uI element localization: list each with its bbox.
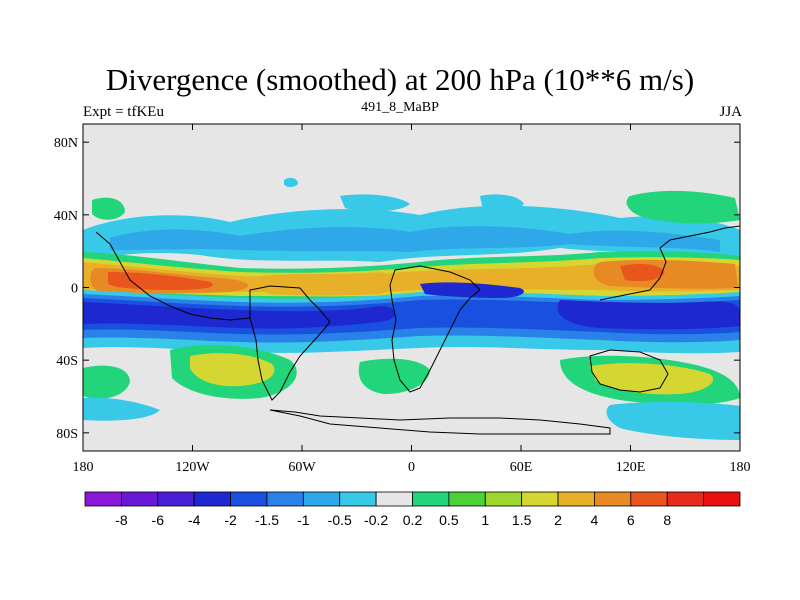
contour-red-asia xyxy=(620,264,665,282)
lat-tick-label: 40N xyxy=(54,209,78,224)
colorbar-swatch xyxy=(84,491,122,507)
colorbar-swatch xyxy=(630,491,668,507)
run-id-label: 491_8_MaBP xyxy=(361,100,439,115)
lat-tick-label: 80S xyxy=(56,427,78,442)
colorbar-swatch xyxy=(666,491,705,507)
experiment-label: Expt = tfKEu xyxy=(83,104,164,120)
colorbar-label: -2 xyxy=(224,512,237,528)
colorbar-label: 1 xyxy=(481,512,489,528)
contour-cyan-polar-2 xyxy=(83,397,160,421)
contour-orange-america xyxy=(255,272,395,296)
plot-title: Divergence (smoothed) at 200 hPa (10**6 … xyxy=(105,62,695,97)
colorbar-label: 6 xyxy=(627,512,635,528)
colorbar-swatch xyxy=(484,491,523,507)
lat-tick-label: 80N xyxy=(54,136,78,151)
colorbar-swatch xyxy=(339,491,377,507)
contour-green-sw-pacific xyxy=(83,365,130,399)
colorbar-swatch xyxy=(412,491,450,507)
season-label: JJA xyxy=(719,104,742,120)
colorbar-swatch xyxy=(157,491,195,507)
colorbar-label: -6 xyxy=(152,512,165,528)
colorbar-label: 1.5 xyxy=(512,512,532,528)
colorbar-swatch xyxy=(302,491,341,507)
coastline-central-america xyxy=(95,231,251,321)
colorbar-label: 8 xyxy=(663,512,671,528)
colorbar-swatch xyxy=(448,491,486,507)
contour-cyan-n-atlantic xyxy=(340,194,410,212)
lon-tick-label: 180 xyxy=(73,460,94,475)
contour-lightblue-north xyxy=(110,226,720,252)
lon-tick-label: 0 xyxy=(408,460,415,475)
contour-yellow-s-indian xyxy=(590,363,714,395)
contour-yellow-se-pacific xyxy=(190,353,275,387)
contour-green-n-asia xyxy=(626,190,740,224)
contour-green-s-atlantic xyxy=(358,358,430,394)
colorbar-label: 0.5 xyxy=(439,512,459,528)
latitude-axis: 80N 40N 0 40S 80S xyxy=(54,136,740,442)
contour-red-pacific xyxy=(108,272,213,290)
contour-darkblue-south xyxy=(83,302,395,329)
longitude-axis: 180 120W 60W 0 60E 120E 180 xyxy=(73,124,751,475)
colorbar-swatch xyxy=(521,491,559,507)
colorbar-swatch xyxy=(557,491,595,507)
colorbar-label: -8 xyxy=(115,512,128,528)
colorbar-swatch xyxy=(230,491,268,507)
contour-darkblue-indian xyxy=(557,300,740,330)
contour-green-ne-pacific xyxy=(92,197,125,220)
colorbar-swatch xyxy=(193,491,231,507)
colorbar: -8 -6 -4 -2 -1.5 -1 -0.5 -0.2 0.2 0.5 1 1.5 2 4 6 8 xyxy=(84,491,741,528)
lon-tick-label: 60W xyxy=(288,460,316,475)
colorbar-label: -1 xyxy=(297,512,310,528)
coastline-south-america xyxy=(249,285,331,401)
colorbar-label: 4 xyxy=(591,512,599,528)
colorbar-label: 2 xyxy=(554,512,562,528)
lon-tick-label: 120W xyxy=(175,460,210,475)
contour-cyan-polar xyxy=(606,402,740,440)
coastline-outline xyxy=(95,225,740,435)
colorbar-label: -0.2 xyxy=(364,512,388,528)
lat-tick-label: 40S xyxy=(56,354,78,369)
colorbar-label: -4 xyxy=(188,512,201,528)
contour-cyan-arctic xyxy=(284,177,298,187)
colorbar-swatch xyxy=(375,491,413,507)
coastline-australia xyxy=(589,349,669,393)
colorbar-swatch xyxy=(266,491,304,507)
coastline-africa xyxy=(389,265,481,393)
lon-tick-label: 60E xyxy=(510,460,533,475)
colorbar-swatch xyxy=(120,491,159,507)
coastline-antarctica xyxy=(269,409,611,435)
contour-cyan-n-eurasia xyxy=(480,194,524,211)
lon-tick-label: 120E xyxy=(616,460,646,475)
colorbar-label: -1.5 xyxy=(255,512,279,528)
colorbar-label: -0.5 xyxy=(328,512,352,528)
colorbar-label: 0.2 xyxy=(403,512,423,528)
coastline-asia xyxy=(599,225,740,301)
contour-darkblue-africa xyxy=(420,282,524,298)
colorbar-swatch xyxy=(703,491,741,507)
lat-tick-label: 0 xyxy=(71,282,78,297)
lon-tick-label: 180 xyxy=(730,460,751,475)
colorbar-swatch xyxy=(594,491,632,507)
